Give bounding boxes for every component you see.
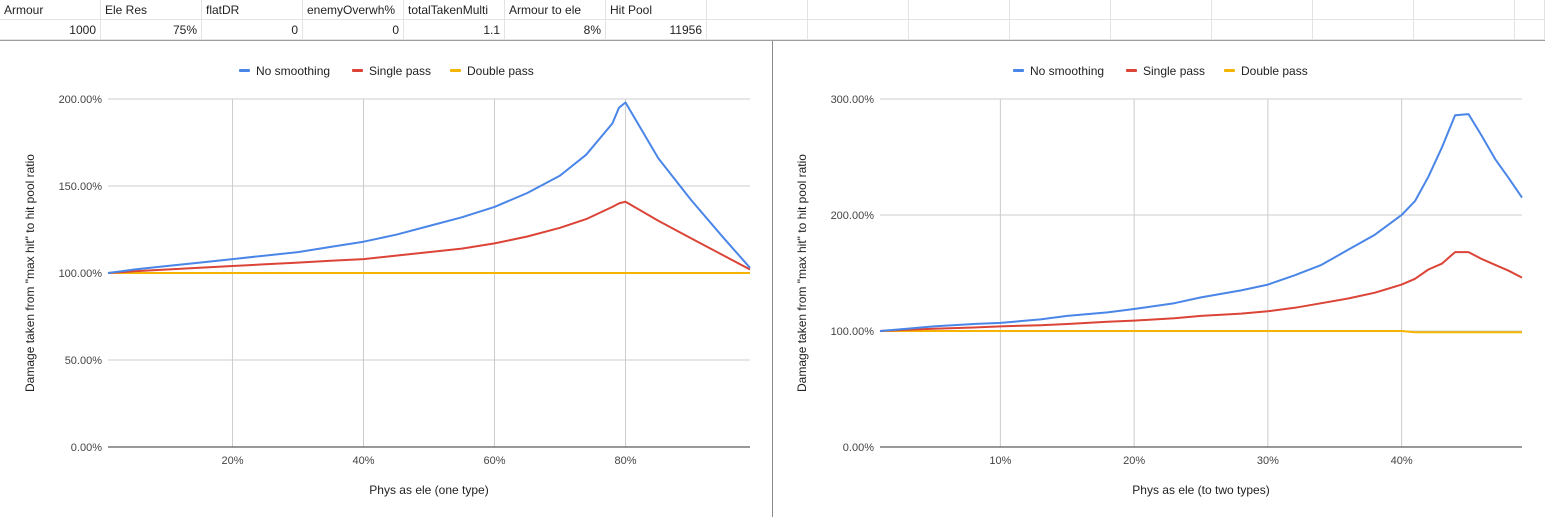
x-tick-label: 80% bbox=[615, 455, 637, 467]
value-cell-armour[interactable]: 1000 bbox=[0, 20, 101, 40]
legend-label: No smoothing bbox=[256, 64, 330, 78]
empty-cell[interactable] bbox=[707, 0, 808, 20]
y-tick-label: 0.00% bbox=[843, 442, 874, 454]
header-row: Armour Ele Res flatDR enemyOverwh% total… bbox=[0, 0, 1545, 20]
empty-cell[interactable] bbox=[1414, 20, 1515, 40]
series-line-double-pass[interactable] bbox=[880, 330, 1522, 334]
x-tick-label: 20% bbox=[1123, 455, 1145, 467]
legend-label: Single pass bbox=[1143, 64, 1205, 78]
series-line-single-pass[interactable] bbox=[879, 251, 1523, 332]
header-cell-armour[interactable]: Armour bbox=[0, 0, 101, 20]
chart-two-types[interactable]: No smoothing Single pass Double pass 0.00% 1… bbox=[774, 41, 1545, 517]
x-tick-label: 40% bbox=[1391, 455, 1413, 467]
series-line-no-smoothing[interactable] bbox=[879, 113, 1523, 332]
value-cell-hit-pool[interactable]: 11956 bbox=[606, 20, 707, 40]
header-cell-flatdr[interactable]: flatDR bbox=[202, 0, 303, 20]
value-row: 1000 75% 0 0 1.1 8% 11956 bbox=[0, 20, 1545, 40]
chart-one-type[interactable]: No smoothing Single pass Double pass 0.00% 5… bbox=[0, 41, 773, 517]
series-line-no-smoothing[interactable] bbox=[107, 101, 751, 274]
spreadsheet-grid: Armour Ele Res flatDR enemyOverwh% total… bbox=[0, 0, 1545, 41]
empty-cell[interactable] bbox=[1414, 0, 1515, 20]
legend-swatch bbox=[1013, 69, 1024, 72]
value-cell-ele-res[interactable]: 75% bbox=[101, 20, 202, 40]
y-axis-title: Damage taken from "max hit" to hit pool … bbox=[795, 154, 809, 392]
chart-legend: No smoothing Single pass Double pass bbox=[239, 64, 534, 78]
legend-swatch bbox=[1126, 69, 1137, 72]
legend-swatch bbox=[1224, 69, 1235, 72]
empty-cell[interactable] bbox=[1010, 20, 1111, 40]
y-tick-label: 200.00% bbox=[59, 94, 103, 106]
y-tick-label: 300.00% bbox=[831, 94, 875, 106]
legend-label: No smoothing bbox=[1030, 64, 1104, 78]
header-cell-enemy-overwhelm[interactable]: enemyOverwh% bbox=[303, 0, 404, 20]
sheet-divider bbox=[0, 40, 1545, 41]
header-cell-hit-pool[interactable]: Hit Pool bbox=[606, 0, 707, 20]
header-cell-total-taken-multi[interactable]: totalTakenMulti bbox=[404, 0, 505, 20]
empty-cell[interactable] bbox=[1111, 20, 1212, 40]
empty-cell[interactable] bbox=[1212, 20, 1313, 40]
legend-swatch bbox=[352, 69, 363, 72]
value-cell-flatdr[interactable]: 0 bbox=[202, 20, 303, 40]
empty-cell[interactable] bbox=[1313, 20, 1414, 40]
x-axis-title: Phys as ele (to two types) bbox=[1132, 483, 1269, 497]
y-tick-label: 0.00% bbox=[71, 442, 102, 454]
y-tick-label: 100.00% bbox=[59, 268, 103, 280]
legend-label: Double pass bbox=[467, 64, 534, 78]
chart-one-type-svg: No smoothing Single pass Double pass 0.00% 5… bbox=[23, 64, 751, 497]
empty-cell[interactable] bbox=[1313, 0, 1414, 20]
value-cell-enemy-overwhelm[interactable]: 0 bbox=[303, 20, 404, 40]
legend-swatch bbox=[239, 69, 250, 72]
chart-two-types-svg: No smoothing Single pass Double pass 0.00% 1… bbox=[795, 64, 1523, 497]
y-axis-title: Damage taken from "max hit" to hit pool … bbox=[23, 154, 37, 392]
empty-cell[interactable] bbox=[707, 20, 808, 40]
empty-cell[interactable] bbox=[1515, 0, 1545, 20]
empty-cell[interactable] bbox=[808, 20, 909, 40]
legend-label: Single pass bbox=[369, 64, 431, 78]
header-cell-armour-to-ele[interactable]: Armour to ele bbox=[505, 0, 606, 20]
legend-swatch bbox=[450, 69, 461, 72]
empty-cell[interactable] bbox=[1111, 0, 1212, 20]
empty-cell[interactable] bbox=[909, 20, 1010, 40]
x-tick-label: 30% bbox=[1257, 455, 1279, 467]
header-cell-ele-res[interactable]: Ele Res bbox=[101, 0, 202, 20]
x-tick-label: 40% bbox=[352, 455, 374, 467]
x-tick-label: 60% bbox=[483, 455, 505, 467]
empty-cell[interactable] bbox=[1212, 0, 1313, 20]
chart-legend: No smoothing Single pass Double pass bbox=[1013, 64, 1308, 78]
empty-cell[interactable] bbox=[909, 0, 1010, 20]
x-tick-label: 10% bbox=[989, 455, 1011, 467]
empty-cell[interactable] bbox=[1515, 20, 1545, 40]
series-line-single-pass[interactable] bbox=[107, 200, 751, 274]
x-axis-title: Phys as ele (one type) bbox=[369, 483, 488, 497]
empty-cell[interactable] bbox=[808, 0, 909, 20]
value-cell-armour-to-ele[interactable]: 8% bbox=[505, 20, 606, 40]
legend-label: Double pass bbox=[1241, 64, 1308, 78]
value-cell-total-taken-multi[interactable]: 1.1 bbox=[404, 20, 505, 40]
y-tick-label: 100.00% bbox=[831, 326, 875, 338]
y-tick-label: 150.00% bbox=[59, 181, 103, 193]
y-tick-label: 200.00% bbox=[831, 210, 875, 222]
x-tick-label: 20% bbox=[221, 455, 243, 467]
y-tick-label: 50.00% bbox=[65, 355, 103, 367]
empty-cell[interactable] bbox=[1010, 0, 1111, 20]
